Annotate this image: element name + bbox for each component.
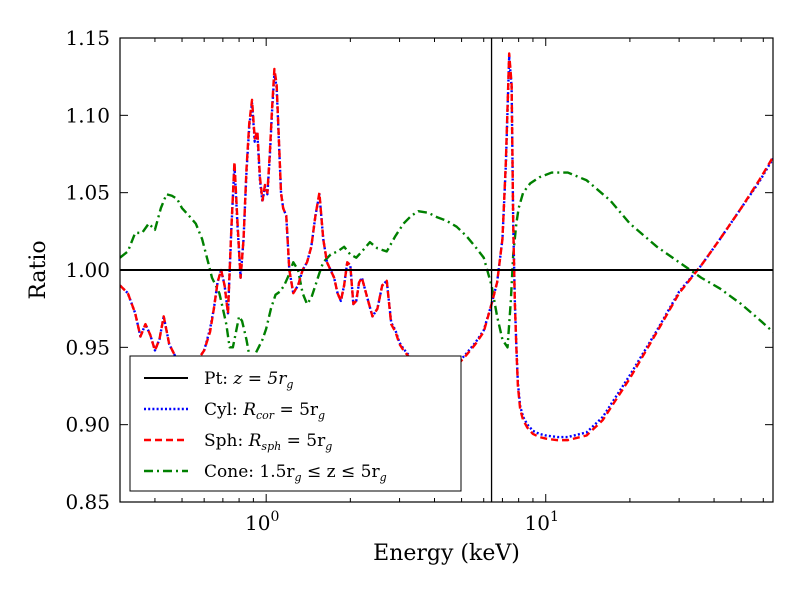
x-tick-label-base: 10: [245, 511, 270, 535]
series-layer: [120, 52, 773, 442]
legend-label-cone: Cone: 1.5rg ≤ z ≤ 5rg: [204, 462, 387, 484]
legend-part-text: Pt:: [204, 369, 233, 389]
x-tick-label-exponent: 1: [550, 509, 559, 525]
y-tick-label: 1.15: [65, 26, 110, 50]
legend-part-text: Cone: 1.5r: [204, 462, 295, 482]
x-tick-label-exponent: 0: [270, 509, 279, 525]
legend-part-sub: cor: [256, 409, 275, 422]
y-axis-label: Ratio: [26, 240, 51, 299]
legend-part-sub2: g: [318, 409, 325, 422]
legend-part-math2: = 5r: [274, 400, 319, 420]
legend-label-sph: Sph: Rsph = 5rg: [204, 431, 332, 453]
x-tick-label-base: 10: [525, 511, 550, 535]
legend-part-math: R: [248, 431, 262, 451]
x-axis-label: Energy (keV): [373, 541, 520, 566]
legend-part-math: z = 5r: [232, 369, 287, 389]
x-tick-label: 100: [245, 509, 279, 535]
legend-part-sub: g: [286, 378, 293, 391]
y-tick-label: 1.05: [65, 181, 110, 205]
series-line-cone: [120, 171, 773, 364]
y-tick-label: 0.85: [65, 490, 110, 514]
legend-part-math2: = 5r: [281, 431, 326, 451]
tick-layer: [119, 37, 773, 503]
legend-part-sub2: g: [325, 440, 332, 453]
y-tick-label: 0.90: [65, 413, 110, 437]
legend-part-sub: sph: [261, 440, 281, 453]
y-tick-label: 1.00: [65, 258, 110, 282]
legend-part-math: R: [242, 400, 256, 420]
x-tick-label: 101: [525, 509, 559, 535]
legend-label-cyl: Cyl: Rcor = 5rg: [204, 400, 325, 422]
legend-part-text: Cyl:: [204, 400, 243, 420]
legend-part-text: Sph:: [204, 431, 249, 451]
legend-part-sub: g: [295, 471, 302, 484]
y-tick-label: 1.10: [65, 103, 110, 127]
legend-part-sub2: g: [380, 471, 387, 484]
legend-part-math2: ≤ z ≤ 5r: [302, 462, 381, 482]
series-line-sph: [120, 52, 773, 442]
y-tick-label: 0.95: [65, 335, 110, 359]
legend-label-pt: Pt: z = 5rg: [204, 369, 293, 391]
